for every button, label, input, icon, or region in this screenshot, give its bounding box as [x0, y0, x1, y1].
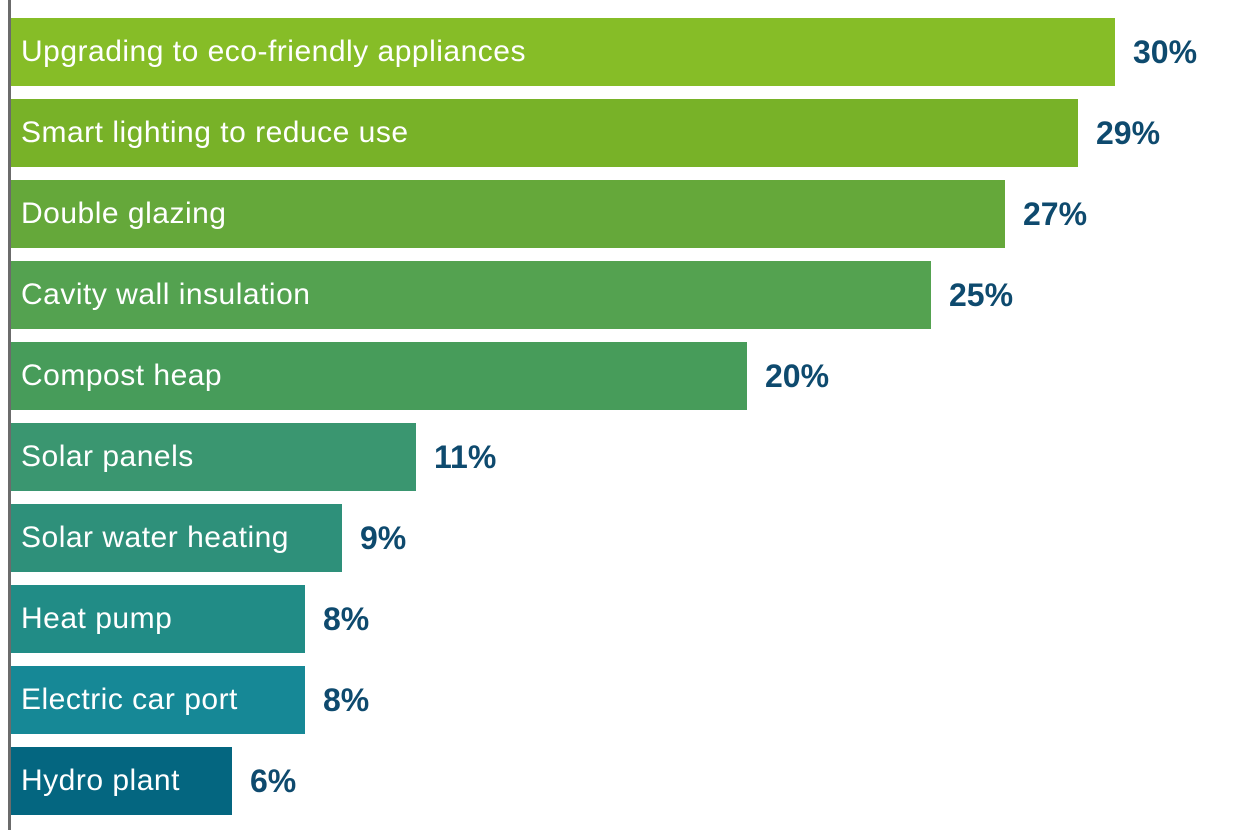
- value-label: 8%: [323, 681, 370, 718]
- value-label: 6%: [250, 762, 297, 799]
- bar: Solar water heating: [11, 504, 342, 572]
- value-label: 30%: [1133, 33, 1198, 70]
- bar: Hydro plant: [11, 747, 232, 815]
- bar-label: Hydro plant: [21, 764, 180, 797]
- value-label: 25%: [949, 276, 1014, 313]
- bar: Electric car port: [11, 666, 305, 734]
- bar: Heat pump: [11, 585, 305, 653]
- bar: Compost heap: [11, 342, 747, 410]
- bar-label: Solar panels: [21, 440, 194, 473]
- value-label: 9%: [360, 519, 407, 556]
- bar: Cavity wall insulation: [11, 261, 931, 329]
- bar-label: Solar water heating: [21, 521, 289, 554]
- bar-label: Cavity wall insulation: [21, 278, 311, 311]
- bar-label: Electric car port: [21, 683, 238, 716]
- bar: Double glazing: [11, 180, 1005, 248]
- value-label: 20%: [765, 357, 830, 394]
- bar-label: Heat pump: [21, 602, 173, 635]
- value-label: 11%: [434, 438, 497, 475]
- value-label: 29%: [1096, 114, 1161, 151]
- value-label: 8%: [323, 600, 370, 637]
- bar: Upgrading to eco-friendly appliances: [11, 18, 1115, 86]
- value-label: 27%: [1023, 195, 1088, 232]
- y-axis-line: [8, 0, 11, 830]
- bar-label: Upgrading to eco-friendly appliances: [21, 35, 526, 68]
- bar-label: Compost heap: [21, 359, 223, 392]
- bar: Smart lighting to reduce use: [11, 99, 1078, 167]
- bar: Solar panels: [11, 423, 416, 491]
- bar-label: Double glazing: [21, 197, 227, 230]
- bar-label: Smart lighting to reduce use: [21, 116, 409, 149]
